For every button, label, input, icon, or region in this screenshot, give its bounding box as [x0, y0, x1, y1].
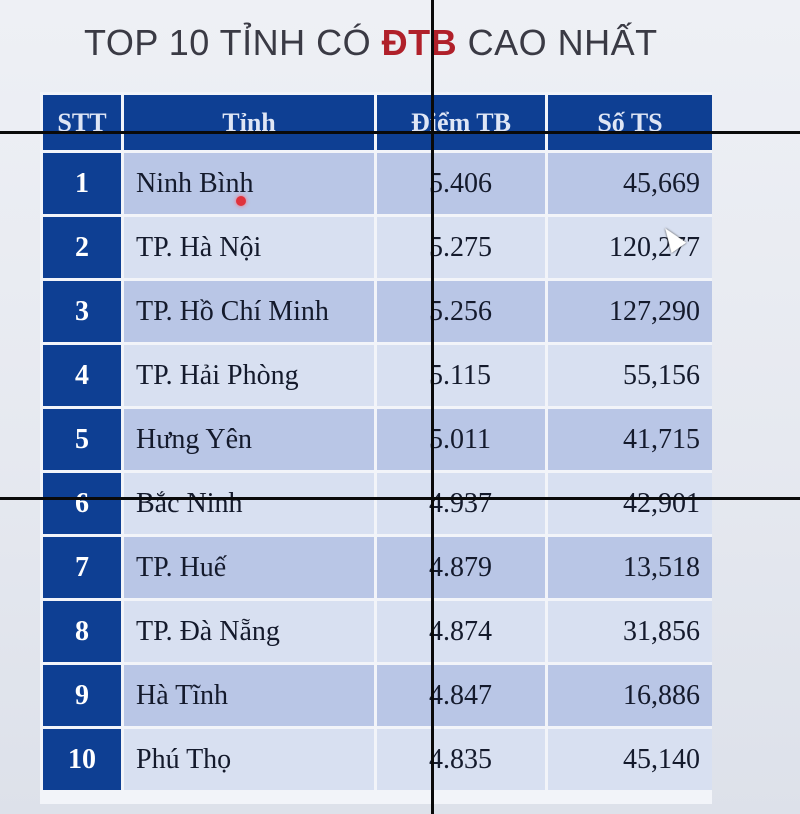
average-score-cell: 5.275	[377, 217, 545, 278]
screen-divider-horizontal-top	[0, 131, 800, 134]
candidate-count-cell: 31,856	[548, 601, 712, 662]
table-row: 5 Hưng Yên 5.011 41,715	[43, 409, 712, 470]
rank-cell: 3	[43, 281, 121, 342]
table-header-row: STT Tỉnh Điểm TB Số TS	[43, 95, 712, 150]
average-score-cell: 4.874	[377, 601, 545, 662]
rank-cell: 10	[43, 729, 121, 790]
table-row: 10 Phú Thọ 4.835 45,140	[43, 729, 712, 790]
average-score-cell: 5.011	[377, 409, 545, 470]
rank-cell: 7	[43, 537, 121, 598]
candidate-count-cell: 42,901	[548, 473, 712, 534]
title-accent: ĐTB	[381, 22, 458, 63]
screen-divider-horizontal-middle	[0, 497, 800, 500]
province-cell: Bắc Ninh	[124, 473, 374, 534]
candidate-count-cell: 120,277	[548, 217, 712, 278]
table-row: 8 TP. Đà Nẵng 4.874 31,856	[43, 601, 712, 662]
column-header-stt[interactable]: STT	[43, 95, 121, 150]
laser-pointer-dot	[236, 196, 246, 206]
table-row: 9 Hà Tĩnh 4.847 16,886	[43, 665, 712, 726]
average-score-cell: 4.847	[377, 665, 545, 726]
table-row: 3 TP. Hồ Chí Minh 5.256 127,290	[43, 281, 712, 342]
rank-cell: 8	[43, 601, 121, 662]
page-title: TOP 10 TỈNH CÓ ĐTB CAO NHẤT	[84, 22, 658, 64]
average-score-cell: 5.256	[377, 281, 545, 342]
candidate-count-cell: 13,518	[548, 537, 712, 598]
rank-cell: 1	[43, 153, 121, 214]
average-score-cell: 5.406	[377, 153, 545, 214]
candidate-count-cell: 127,290	[548, 281, 712, 342]
title-prefix: TOP 10 TỈNH CÓ	[84, 22, 382, 63]
province-cell: TP. Đà Nẵng	[124, 601, 374, 662]
column-header-average[interactable]: Điểm TB	[377, 95, 545, 150]
rank-cell: 4	[43, 345, 121, 406]
province-cell: Ninh Bình	[124, 153, 374, 214]
average-score-cell: 4.835	[377, 729, 545, 790]
average-score-cell: 4.879	[377, 537, 545, 598]
screen-divider-vertical	[431, 0, 434, 814]
rank-cell: 6	[43, 473, 121, 534]
candidate-count-cell: 41,715	[548, 409, 712, 470]
ranking-table: STT Tỉnh Điểm TB Số TS 1 Ninh Bình 5.406…	[40, 92, 715, 793]
province-cell: Hưng Yên	[124, 409, 374, 470]
candidate-count-cell: 45,669	[548, 153, 712, 214]
rank-cell: 9	[43, 665, 121, 726]
province-cell: TP. Hải Phòng	[124, 345, 374, 406]
table-row: 4 TP. Hải Phòng 5.115 55,156	[43, 345, 712, 406]
candidate-count-cell: 45,140	[548, 729, 712, 790]
rank-cell: 2	[43, 217, 121, 278]
table-row: 1 Ninh Bình 5.406 45,669	[43, 153, 712, 214]
province-cell: TP. Hà Nội	[124, 217, 374, 278]
average-score-cell: 5.115	[377, 345, 545, 406]
column-header-count[interactable]: Số TS	[548, 95, 712, 150]
province-cell: TP. Hồ Chí Minh	[124, 281, 374, 342]
table-row: 6 Bắc Ninh 4.937 42,901	[43, 473, 712, 534]
table-row: 7 TP. Huế 4.879 13,518	[43, 537, 712, 598]
average-score-cell: 4.937	[377, 473, 545, 534]
candidate-count-cell: 16,886	[548, 665, 712, 726]
table-row: 2 TP. Hà Nội 5.275 120,277	[43, 217, 712, 278]
province-cell: TP. Huế	[124, 537, 374, 598]
title-suffix: CAO NHẤT	[457, 22, 658, 63]
rank-cell: 5	[43, 409, 121, 470]
column-header-province[interactable]: Tỉnh	[124, 95, 374, 150]
candidate-count-cell: 55,156	[548, 345, 712, 406]
province-cell: Phú Thọ	[124, 729, 374, 790]
province-cell: Hà Tĩnh	[124, 665, 374, 726]
